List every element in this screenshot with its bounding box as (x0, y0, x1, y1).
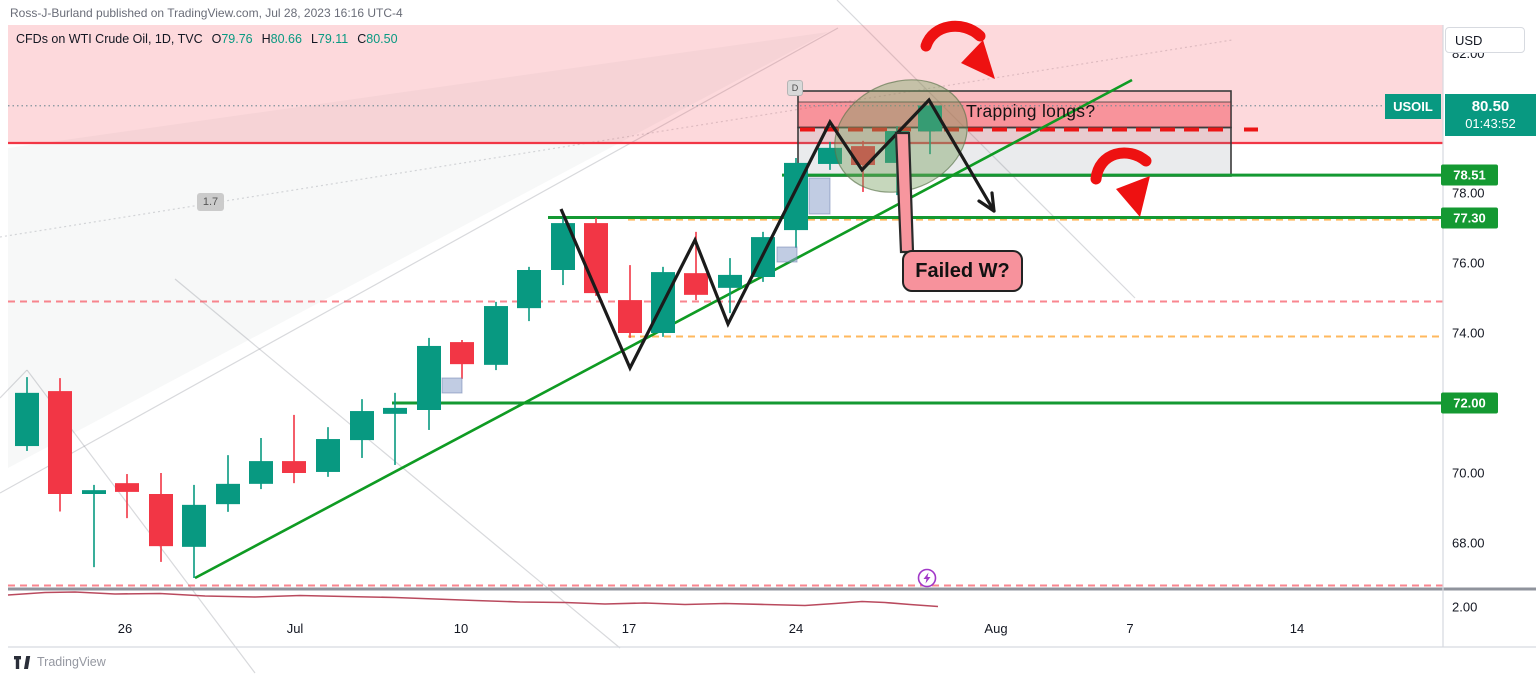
bar-countdown: 01:43:52 (1465, 116, 1516, 132)
symbol-flag-label[interactable]: USOIL (1385, 94, 1441, 119)
time-tick-14: 14 (1289, 621, 1305, 636)
candle-body (149, 494, 173, 547)
tradingview-logo-icon (14, 655, 31, 669)
symbol-title[interactable]: CFDs on WTI Crude Oil, 1D, TVC (16, 32, 203, 46)
candle-body (517, 270, 541, 309)
time-tick-Aug: Aug (984, 621, 1008, 636)
trapping-longs-annotation[interactable]: Trapping longs? (966, 101, 1096, 121)
trap-red-rectangle-inner (797, 101, 1232, 128)
candle-body (584, 223, 608, 294)
candle-body (282, 461, 306, 473)
candle-body (618, 300, 642, 333)
zigzag-arrowhead (990, 191, 996, 213)
resistance-zone-band (8, 25, 1443, 143)
publish-byline: Ross-J-Burland published on TradingView.… (10, 6, 403, 20)
ohlc-low: L79.11 (310, 32, 349, 46)
gap-box (441, 377, 463, 394)
red-marker-arrowhead (1116, 176, 1150, 217)
price-tick-68.00: 68.00 (1452, 535, 1485, 551)
currency-button[interactable]: USD (1445, 27, 1525, 53)
price-tick-78.00: 78.00 (1452, 185, 1485, 201)
indicator-tick-2.00: 2.00 (1452, 599, 1478, 615)
channel-shade (8, 32, 828, 468)
level-price-label-78.51: 78.51 (1441, 164, 1498, 186)
candle-body (48, 391, 72, 494)
atr-indicator-line (7, 591, 939, 608)
time-tick-26: 26 (117, 621, 133, 636)
gap-box (808, 177, 831, 215)
time-tick-10: 10 (453, 621, 469, 636)
tradingview-watermark[interactable]: TradingView (14, 655, 106, 669)
candle-body (316, 439, 340, 472)
candle-body (383, 407, 407, 414)
price-tick-74.00: 74.00 (1452, 325, 1485, 341)
zigzag-arrowhead (977, 199, 996, 213)
candle-body (82, 490, 106, 494)
ohlc-close: C80.50 (357, 32, 398, 46)
level-price-label-72.00: 72.00 (1441, 392, 1498, 414)
watermark-text: TradingView (37, 655, 106, 669)
candle-body (450, 342, 474, 365)
time-tick-24: 24 (788, 621, 804, 636)
failed-w-callout[interactable]: Failed W? (902, 250, 1023, 292)
ohlc-open: O79.76 (211, 32, 253, 46)
level-price-label-77.30: 77.30 (1441, 207, 1498, 228)
fib-ratio-badge: 1.7 (197, 193, 224, 211)
faint-guide-line (836, 0, 1136, 299)
faint-guide-line (174, 278, 621, 649)
trap-red-rectangle (797, 90, 1232, 129)
chart-legend: CFDs on WTI Crude Oil, 1D, TVC O79.76 H8… (16, 32, 398, 46)
candle-body (249, 461, 273, 484)
last-price: 80.50 (1471, 97, 1510, 115)
lightning-bolt-icon (923, 572, 931, 584)
red-marker-arrow (920, 20, 986, 52)
candle-body (15, 392, 39, 447)
time-tick-7: 7 (1126, 621, 1134, 636)
time-tick-17: 17 (621, 621, 637, 636)
candle-body (216, 483, 240, 505)
price-tick-70.00: 70.00 (1452, 465, 1485, 481)
last-price-countdown-chip: 80.50 01:43:52 (1445, 94, 1536, 136)
failed-w-zigzag (559, 97, 996, 372)
candle-body (484, 306, 508, 365)
candle-body (350, 411, 374, 441)
candle-body (818, 147, 842, 164)
candle-body (417, 345, 441, 410)
gap-box (776, 246, 798, 263)
candle-body (115, 483, 139, 492)
faint-guide-line (0, 369, 28, 399)
candle-body (684, 273, 708, 295)
red-marker-arrow (1090, 147, 1152, 185)
candle-body (182, 504, 206, 547)
red-marker-arrowhead (961, 40, 995, 79)
candle-body (718, 274, 742, 288)
drawing-anchor-badge[interactable]: D (787, 80, 803, 96)
price-tick-76.00: 76.00 (1452, 255, 1485, 271)
time-tick-Jul: Jul (286, 621, 304, 636)
ohlc-high: H80.66 (261, 32, 302, 46)
faint-guide-line (0, 27, 839, 494)
callout-tail (894, 131, 915, 254)
